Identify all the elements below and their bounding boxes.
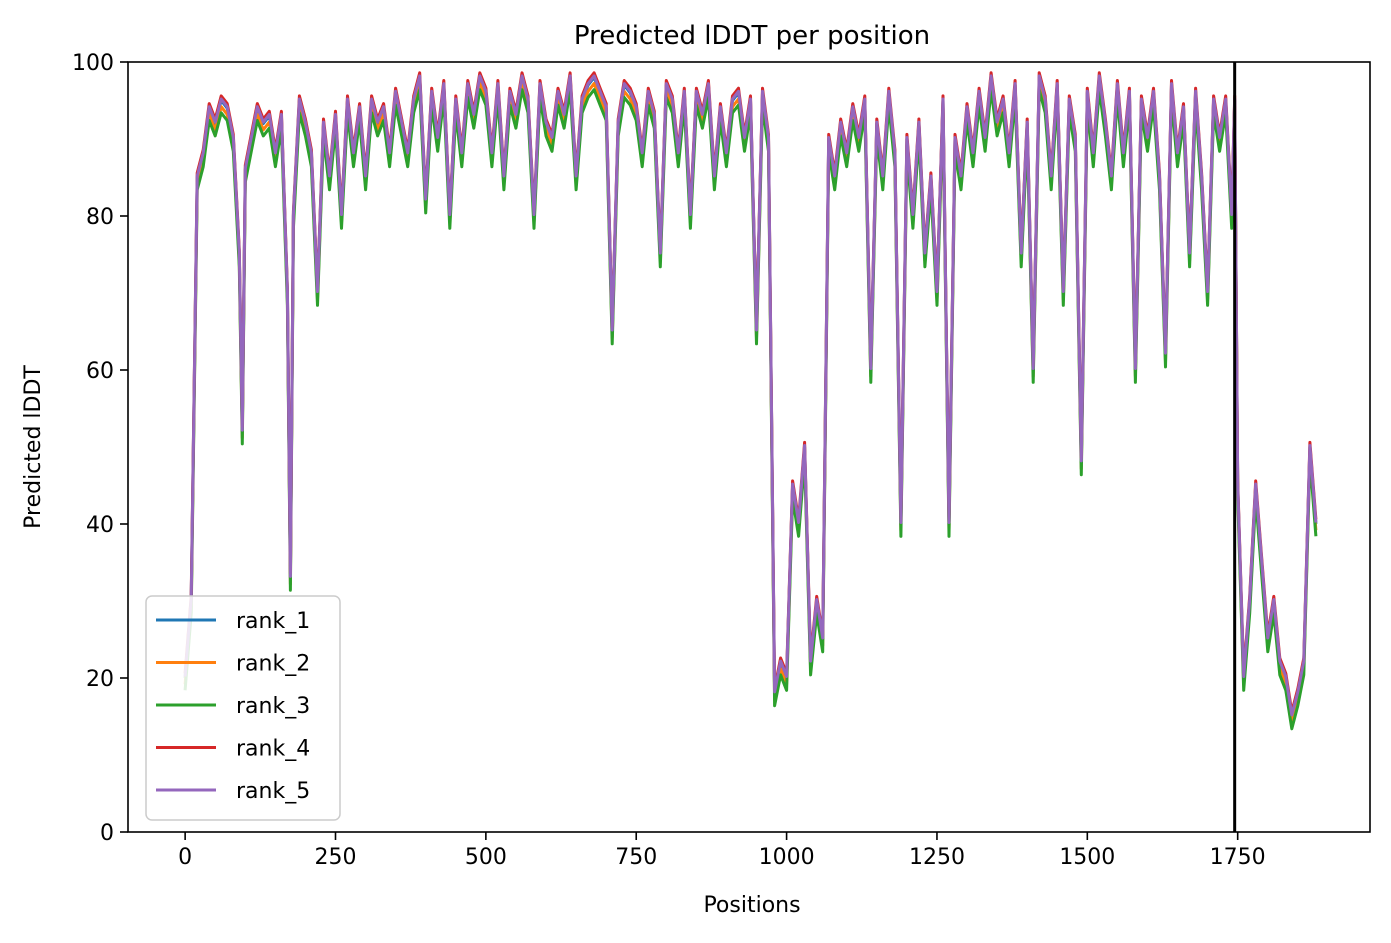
legend-label-rank_4: rank_4: [236, 737, 310, 762]
y-tick-label: 20: [86, 667, 114, 692]
y-tick-label: 40: [86, 513, 114, 538]
y-tick-label: 0: [100, 821, 114, 846]
legend-label-rank_5: rank_5: [236, 779, 310, 804]
series-layer: [183, 71, 1318, 731]
x-tick-label: 1500: [1059, 845, 1115, 870]
legend-label-rank_2: rank_2: [236, 652, 310, 677]
legend-label-rank_3: rank_3: [236, 694, 310, 719]
chart-title: Predicted lDDT per position: [574, 21, 930, 51]
x-tick-label: 250: [315, 845, 357, 870]
series-line-rank_2: [183, 82, 1318, 725]
legend: rank_1 rank_2 rank_3 rank_4 rank_5: [145, 595, 341, 821]
ticks-layer: 0 250 500 750 1000 1250 1500 1750 0 20 40 60 80 100: [72, 51, 1266, 870]
series-line-rank_1: [183, 75, 1318, 718]
x-tick-label: 1750: [1210, 845, 1266, 870]
y-axis-title: Predicted lDDT: [21, 365, 46, 529]
x-tick-label: 750: [615, 845, 657, 870]
x-axis-title: Positions: [703, 893, 800, 918]
y-tick-label: 80: [86, 205, 114, 230]
x-tick-label: 0: [178, 845, 192, 870]
series-line-rank_5: [183, 74, 1318, 717]
x-tick-label: 1250: [909, 845, 965, 870]
legend-label-rank_1: rank_1: [236, 609, 310, 634]
plot-frame: [127, 61, 1371, 833]
legend-box: [145, 595, 341, 821]
y-tick-label: 60: [86, 359, 114, 384]
x-tick-label: 1000: [759, 845, 815, 870]
y-tick-label: 100: [72, 51, 114, 76]
series-line-rank_3: [183, 88, 1318, 731]
x-tick-label: 500: [465, 845, 507, 870]
